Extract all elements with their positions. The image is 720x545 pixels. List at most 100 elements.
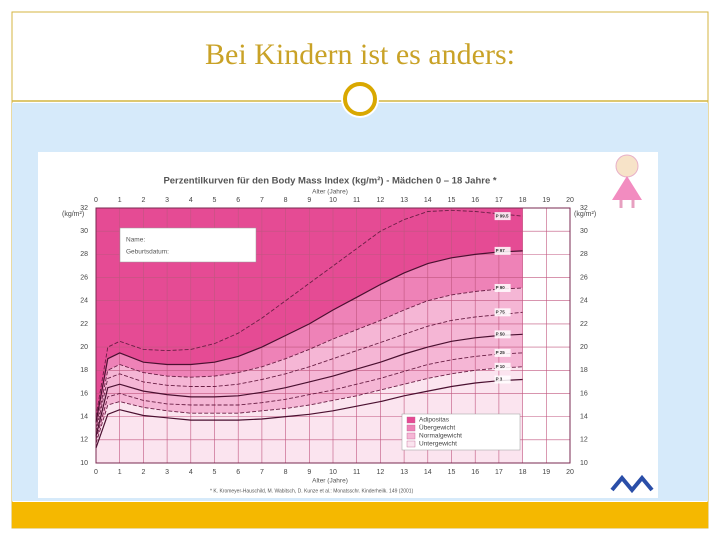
percentile-line	[95, 287, 523, 429]
y-tick-label: 18	[80, 367, 88, 374]
x-tick-label: 7	[260, 469, 264, 476]
x-tick-label-top: 0	[94, 197, 98, 204]
x-tick-label-top: 15	[448, 197, 456, 204]
x-tick-label-top: 5	[213, 197, 217, 204]
y2-axis-label: (kg/m²)	[574, 211, 596, 218]
x-tick-label-top: 19	[542, 197, 550, 204]
chart: 1012141618202224262830321012141618202224…	[62, 176, 596, 495]
y2-tick-label: 20	[580, 344, 588, 351]
legend-swatch	[406, 416, 416, 424]
y-tick-label: 28	[80, 251, 88, 258]
y-tick-label: 24	[80, 298, 88, 305]
percentile-tag	[494, 246, 511, 255]
x-axis-label-top: Alter (Jahre)	[312, 189, 348, 196]
girl-icon	[612, 154, 642, 208]
legend-box	[401, 413, 521, 451]
x-tick-label-top: 14	[424, 197, 432, 204]
percentile-label: P 50	[496, 332, 506, 337]
percentile-line	[95, 333, 523, 437]
x-tick-label-top: 3	[165, 197, 169, 204]
percentile-line	[95, 366, 523, 444]
percentile-line	[95, 209, 523, 417]
ornament	[343, 82, 377, 116]
percentile-line	[95, 352, 523, 440]
percentile-label: P 25	[496, 350, 506, 355]
y-tick-label: 32	[80, 205, 88, 212]
y2-tick-label: 14	[580, 413, 588, 420]
x-tick-label: 0	[94, 469, 98, 476]
logo-mark	[610, 474, 654, 494]
x-tick-label-top: 9	[307, 197, 311, 204]
x-tick-label: 1	[118, 469, 122, 476]
x-tick-label: 18	[519, 469, 527, 476]
y-tick-label: 26	[80, 274, 88, 281]
x-tick-label-top: 12	[377, 197, 385, 204]
y2-tick-label: 30	[580, 228, 588, 235]
x-tick-label-top: 17	[495, 197, 503, 204]
legend-label: Adipositas	[419, 417, 450, 424]
x-tick-label: 2	[141, 469, 145, 476]
y-tick-label: 22	[80, 321, 88, 328]
percentile-line	[95, 378, 523, 449]
percentile-label: P 90	[496, 285, 506, 290]
percentile-label: P 99.5	[496, 213, 509, 218]
x-tick-label: 17	[495, 469, 503, 476]
y2-tick-label: 18	[580, 367, 588, 374]
x-tick-label: 16	[471, 469, 479, 476]
x-tick-label-top: 11	[353, 197, 360, 204]
percentile-label: P 3	[496, 377, 503, 382]
y2-tick-label: 10	[580, 460, 588, 467]
slide-title: Bei Kindern ist es anders:	[205, 38, 515, 71]
legend-label: Übergewicht	[419, 424, 455, 432]
legend-label: Normalgewicht	[419, 433, 462, 440]
x-tick-label: 11	[353, 469, 360, 476]
y2-tick-label: 32	[580, 205, 588, 212]
x-tick-label: 13	[400, 469, 408, 476]
girl-head	[615, 154, 639, 178]
x-tick-label: 10	[329, 469, 337, 476]
percentile-line	[95, 250, 523, 423]
y-tick-label: 16	[80, 390, 88, 397]
footer-bar	[12, 502, 708, 528]
x-tick-label-top: 20	[566, 197, 574, 204]
y-tick-label: 10	[80, 460, 88, 467]
percentile-tag	[494, 348, 511, 357]
y-tick-label: 20	[80, 344, 88, 351]
x-tick-label: 3	[165, 469, 169, 476]
legend-swatch	[406, 424, 416, 432]
y2-tick-label: 12	[580, 437, 588, 444]
percentile-tag	[494, 362, 511, 371]
x-tick-label-top: 2	[141, 197, 145, 204]
plot-frame	[95, 207, 571, 464]
percentile-tag	[494, 283, 511, 292]
percentile-tag	[494, 308, 511, 317]
y-tick-label: 14	[80, 413, 88, 420]
y2-tick-label: 22	[580, 321, 588, 328]
x-tick-label-top: 13	[400, 197, 408, 204]
y2-tick-label: 28	[580, 251, 588, 258]
y-tick-label: 30	[80, 228, 88, 235]
x-tick-label: 12	[377, 469, 385, 476]
x-tick-label: 6	[236, 469, 240, 476]
birthdate-label: Geburtsdatum:	[126, 249, 169, 256]
x-tick-label-top: 16	[471, 197, 479, 204]
x-tick-label: 15	[448, 469, 456, 476]
percentile-tag	[494, 212, 511, 221]
y2-tick-label: 16	[580, 390, 588, 397]
x-tick-label: 14	[424, 469, 432, 476]
footnote: * K. Kromeyer-Hauschild, M. Wabitsch, D.…	[210, 488, 414, 494]
percentile-label: P 97	[496, 248, 506, 253]
x-tick-label: 8	[284, 469, 288, 476]
x-tick-label-top: 10	[329, 197, 337, 204]
legend-swatch	[406, 440, 416, 448]
x-axis-label: Alter (Jahre)	[312, 478, 348, 485]
logo	[610, 474, 654, 494]
x-tick-label: 19	[542, 469, 550, 476]
x-tick-label-top: 1	[118, 197, 122, 204]
chart-title: Perzentilkurven für den Body Mass Index …	[163, 176, 496, 187]
x-tick-label: 5	[213, 469, 217, 476]
name-label: Name:	[126, 237, 145, 244]
x-tick-label: 4	[189, 469, 193, 476]
